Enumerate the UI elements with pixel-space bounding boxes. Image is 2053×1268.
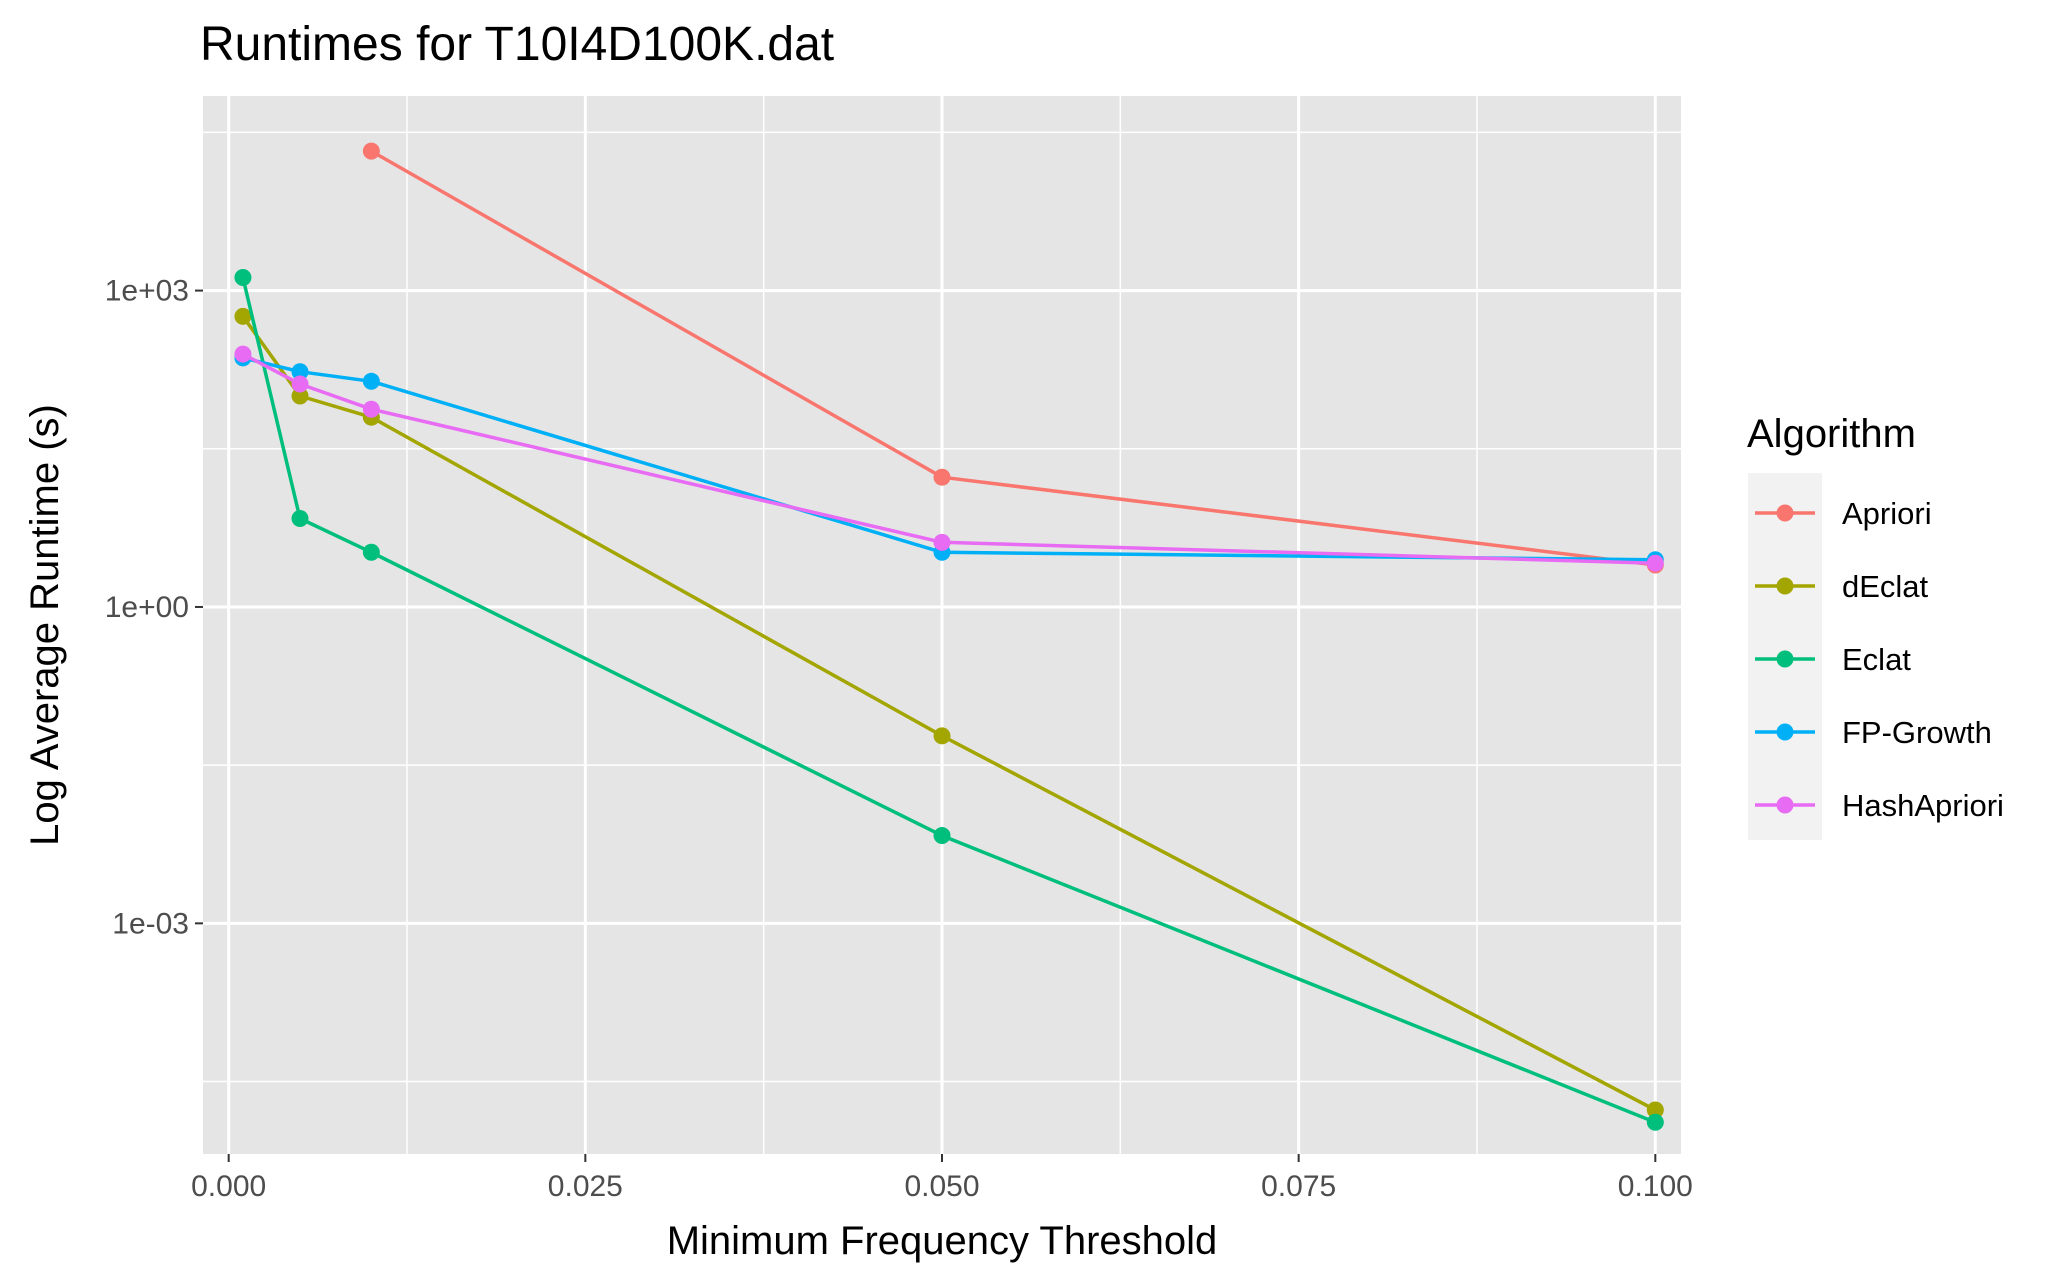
legend-key-point bbox=[1776, 650, 1794, 668]
data-point-eclat bbox=[933, 827, 951, 845]
data-point-eclat bbox=[291, 510, 309, 528]
y-axis: 1e+03 1e+00 1e-03 bbox=[105, 275, 203, 940]
x-axis-title: Minimum Frequency Threshold bbox=[667, 1219, 1218, 1263]
chart-title: Runtimes for T10I4D100K.dat bbox=[200, 18, 834, 71]
data-point-eclat bbox=[1646, 1113, 1664, 1131]
x-tick-label: 0.050 bbox=[904, 1170, 979, 1203]
data-point-declat bbox=[933, 727, 951, 745]
data-point-hashapriori bbox=[933, 533, 951, 551]
series-eclat bbox=[234, 269, 1664, 1131]
x-axis: 0.000 0.025 0.050 0.075 0.100 bbox=[191, 1154, 1693, 1203]
y-tick-label: 1e+03 bbox=[105, 275, 189, 308]
data-point-hashapriori bbox=[362, 400, 380, 418]
data-point-eclat bbox=[362, 543, 380, 561]
y-tick-label: 1e+00 bbox=[105, 591, 189, 624]
data-point-declat bbox=[234, 307, 252, 325]
legend-item-fp-growth: FP-Growth bbox=[1755, 715, 1992, 750]
x-tick-label: 0.075 bbox=[1261, 1170, 1336, 1203]
legend-label: FP-Growth bbox=[1842, 715, 1992, 750]
data-point-fp-growth bbox=[362, 372, 380, 390]
y-axis-title: Log Average Runtime (s) bbox=[23, 404, 67, 846]
x-tick-label: 0.025 bbox=[548, 1170, 623, 1203]
legend-key-point bbox=[1776, 796, 1794, 814]
legend-label: HashApriori bbox=[1842, 788, 2004, 823]
legend-label: Apriori bbox=[1842, 496, 1932, 531]
legend-item-declat: dEclat bbox=[1755, 569, 1929, 604]
y-tick-label: 1e-03 bbox=[112, 907, 189, 940]
legend-key-point bbox=[1776, 723, 1794, 741]
legend-item-hashapriori: HashApriori bbox=[1755, 788, 2004, 823]
legend: Algorithm Apriori dEclat Eclat FP-Growth Has… bbox=[1747, 412, 2004, 840]
legend-item-apriori: Apriori bbox=[1755, 496, 1932, 531]
data-point-hashapriori bbox=[234, 345, 252, 363]
data-point-hashapriori bbox=[1646, 554, 1664, 572]
legend-key-point bbox=[1776, 504, 1794, 522]
data-point-apriori bbox=[362, 142, 380, 160]
data-point-apriori bbox=[933, 468, 951, 486]
major-gridlines bbox=[203, 96, 1681, 1154]
legend-items: Apriori dEclat Eclat FP-Growth HashApriori bbox=[1755, 496, 2004, 823]
legend-label: dEclat bbox=[1842, 569, 1929, 604]
legend-key-point bbox=[1776, 577, 1794, 595]
data-point-declat bbox=[1646, 1101, 1664, 1119]
data-point-eclat bbox=[234, 269, 252, 287]
data-point-declat bbox=[291, 387, 309, 405]
x-tick-label: 0.000 bbox=[191, 1170, 266, 1203]
data-point-fp-growth bbox=[291, 363, 309, 381]
series-layer bbox=[234, 142, 1664, 1131]
series-hashapriori bbox=[234, 345, 1664, 572]
x-tick-label: 0.100 bbox=[1618, 1170, 1693, 1203]
legend-item-eclat: Eclat bbox=[1755, 642, 1911, 677]
data-point-hashapriori bbox=[291, 375, 309, 393]
legend-label: Eclat bbox=[1842, 642, 1911, 677]
legend-title: Algorithm bbox=[1747, 412, 1916, 456]
